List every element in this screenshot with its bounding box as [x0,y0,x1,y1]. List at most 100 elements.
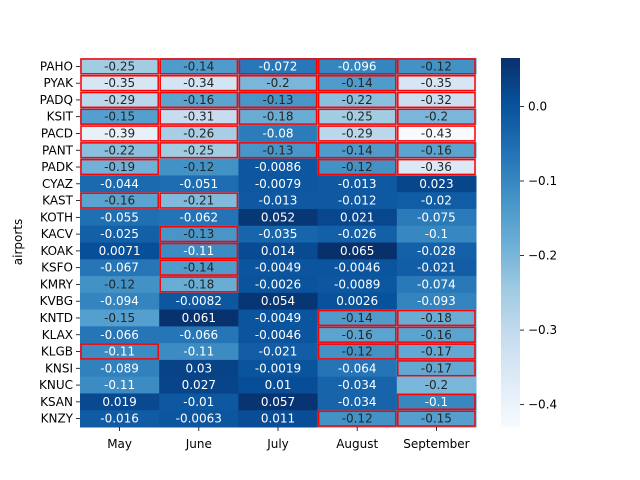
cell-value-label: -0.093 [417,294,456,308]
cell-value-label: -0.055 [100,210,139,224]
y-tick-label: PADK [41,160,74,174]
cell-value-label: -0.14 [342,76,373,90]
heatmap-cell [396,141,477,160]
cell-value-label: -0.1 [425,395,448,409]
heatmap-cell [159,91,239,109]
heatmap-cell [396,91,477,109]
heatmap-cell [317,208,398,227]
cell-value-label: -0.013 [338,177,377,191]
heatmap-cell [80,225,160,243]
heatmap-cell [396,292,477,311]
heatmap-cell [317,410,398,428]
y-tick-label: KSFO [41,261,73,275]
highlight-border [159,192,239,209]
y-tick-labels: PAHO PYAK PADQ KSIT PACD PANT PADK CYAZ KAST KOTH… [39,59,80,426]
colorbar-tick-label: −0.1 [528,174,557,188]
cell-value-label: -0.26 [183,126,214,140]
heatmap-cell [159,393,239,411]
cell-value-label: -0.13 [183,227,214,241]
cell-value-label: -0.2 [266,76,289,90]
cell-value-label: -0.36 [421,160,452,174]
cell-value-label: -0.0086 [255,160,301,174]
heatmap-cell [80,208,160,227]
heatmap-cell [238,175,319,193]
heatmap-cell [159,175,239,193]
highlight-border [397,125,476,142]
cell-value-label: -0.044 [100,177,139,191]
cell-value-label: -0.15 [421,412,452,426]
highlight-border [80,158,159,176]
cell-value-label: 0.021 [340,210,374,224]
heatmap-cell [80,58,160,76]
heatmap-cell [396,242,477,260]
heatmap-cell [159,108,239,126]
cell-value-label: -0.18 [183,277,214,291]
heatmap-cells: -0.25 -0.14 -0.072 -0.096 -0.12 -0.35 -0.34 -0.… [80,58,477,428]
heatmap-cell [80,192,160,210]
highlight-border [80,108,159,125]
heatmap-cell [396,208,477,227]
cell-value-label: -0.013 [259,194,298,208]
cell-value-label: -0.034 [338,395,377,409]
heatmap-cell [238,74,319,93]
cell-value-label: -0.021 [417,261,456,275]
y-tick-label: PADQ [40,93,73,107]
cell-value-label: -0.051 [179,177,218,191]
highlight-border [317,125,397,142]
heatmap-cell [317,58,398,76]
cell-value-label: -0.16 [183,93,214,107]
cell-value-label: -0.21 [183,194,214,208]
heatmap-cell [317,192,398,210]
cell-value-label: -0.094 [100,294,139,308]
heatmap-cell [80,141,160,160]
heatmap-cell [396,410,477,428]
colorbar-tick-label: −0.3 [528,323,557,337]
heatmap-cell [238,58,319,76]
cell-value-label: -0.02 [421,194,452,208]
heatmap-cell [396,192,477,210]
heatmap-cell [80,125,160,143]
heatmap-cell [238,359,319,378]
cell-value-label: -0.16 [104,194,135,208]
cell-value-label: -0.0049 [255,311,301,325]
cell-value-label: -0.14 [342,143,373,157]
heatmap-cell [159,242,239,260]
highlight-border [238,75,318,92]
cell-value-label: -0.12 [342,160,373,174]
heatmap-cell [80,359,160,378]
highlight-border [80,192,159,209]
heatmap-cell [317,326,398,344]
highlight-border [80,91,159,109]
heatmap-cell [238,225,319,243]
heatmap-cell [159,225,239,243]
heatmap-cell [396,58,477,76]
y-tick-label: KNSI [45,361,73,375]
heatmap-cell [238,242,319,260]
heatmap-cell [159,376,239,394]
x-tick-label: September [403,437,469,451]
heatmap-cell [238,276,319,294]
cell-value-label: -0.0019 [255,361,301,375]
cell-value-label: -0.34 [183,76,214,90]
cell-value-label: -0.0049 [255,261,301,275]
cell-value-label: -0.08 [262,126,293,140]
heatmap-cell [317,158,398,176]
cell-value-label: -0.067 [100,261,139,275]
highlight-border [159,259,239,276]
heatmap-cell [396,259,477,277]
highlight-border [397,360,476,377]
highlight-border [397,91,476,109]
colorbar [501,58,520,427]
heatmap-cell [238,410,319,428]
y-tick-label: KVBG [40,294,73,308]
y-axis-label: airports [11,219,25,265]
x-tick-labels: May June July August September [107,427,470,451]
highlight-border [397,309,476,327]
x-tick-label: June [185,437,212,451]
heatmap-cell [238,125,319,143]
cell-value-label: 0.019 [102,395,136,409]
heatmap-cell [80,259,160,277]
colorbar-tick-label: 0.0 [528,99,547,113]
y-tick-label: KNZY [41,412,74,426]
